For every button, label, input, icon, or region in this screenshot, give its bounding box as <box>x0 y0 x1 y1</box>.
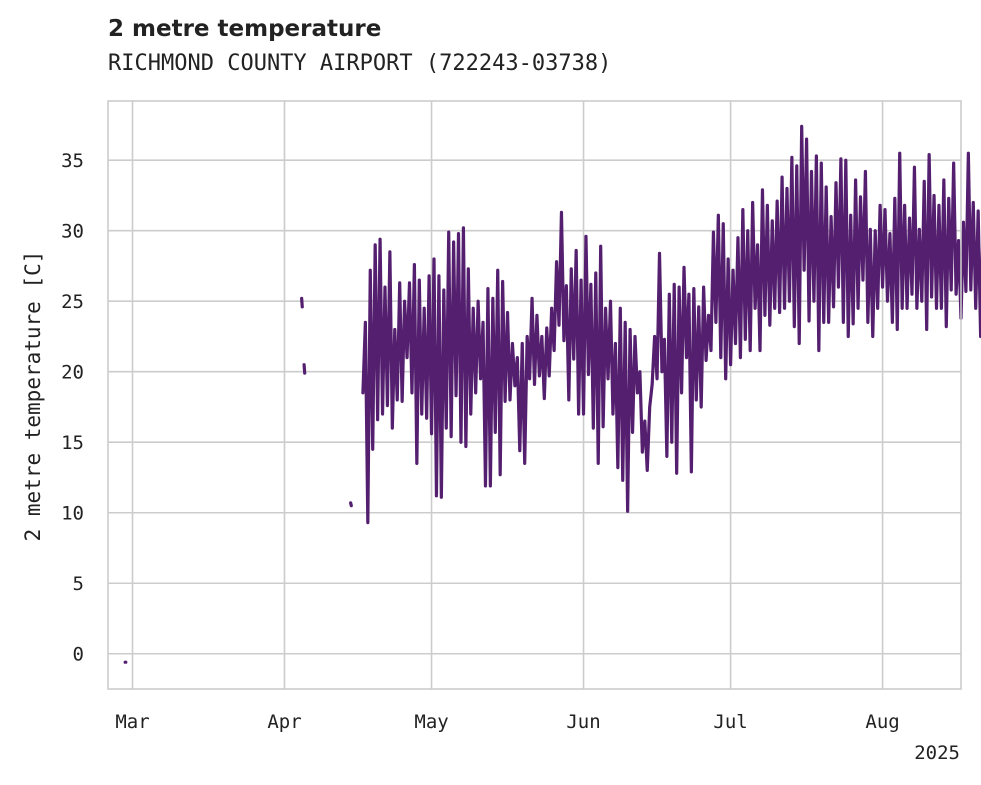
x-tick-label: Jun <box>566 711 600 733</box>
series-layer <box>123 124 981 664</box>
series-line-fragment <box>300 296 304 309</box>
x-tick-label: May <box>414 711 448 733</box>
plot-frame <box>107 100 962 690</box>
y-tick-label: 35 <box>61 150 84 172</box>
chart-subtitle: RICHMOND COUNTY AIRPORT (722243-03738) <box>108 51 612 76</box>
grid-layer <box>108 101 961 689</box>
y-tick-label: 0 <box>73 644 84 666</box>
year-label: 2025 <box>914 742 960 764</box>
x-tick-label: Mar <box>115 711 149 733</box>
y-tick-label: 20 <box>61 362 84 384</box>
y-tick-labels: 0 5 10 15 20 25 30 35 <box>61 150 84 666</box>
series-line-fragment <box>302 363 307 375</box>
y-tick-label: 10 <box>61 503 84 525</box>
chart-title: 2 metre temperature <box>108 16 382 42</box>
y-axis-label: 2 metre temperature [C] <box>21 251 45 542</box>
y-tick-label: 15 <box>61 432 84 454</box>
series-line-fragment <box>349 501 353 508</box>
x-tick-labels: Mar Apr May Jun Jul Aug <box>115 711 899 733</box>
y-tick-label: 25 <box>61 291 84 313</box>
y-tick-label: 30 <box>61 221 84 243</box>
x-tick-label: Apr <box>267 711 301 733</box>
x-tick-label: Jul <box>713 711 747 733</box>
y-tick-label: 5 <box>73 573 84 595</box>
series-line <box>361 124 981 525</box>
x-tick-label: Aug <box>865 711 899 733</box>
